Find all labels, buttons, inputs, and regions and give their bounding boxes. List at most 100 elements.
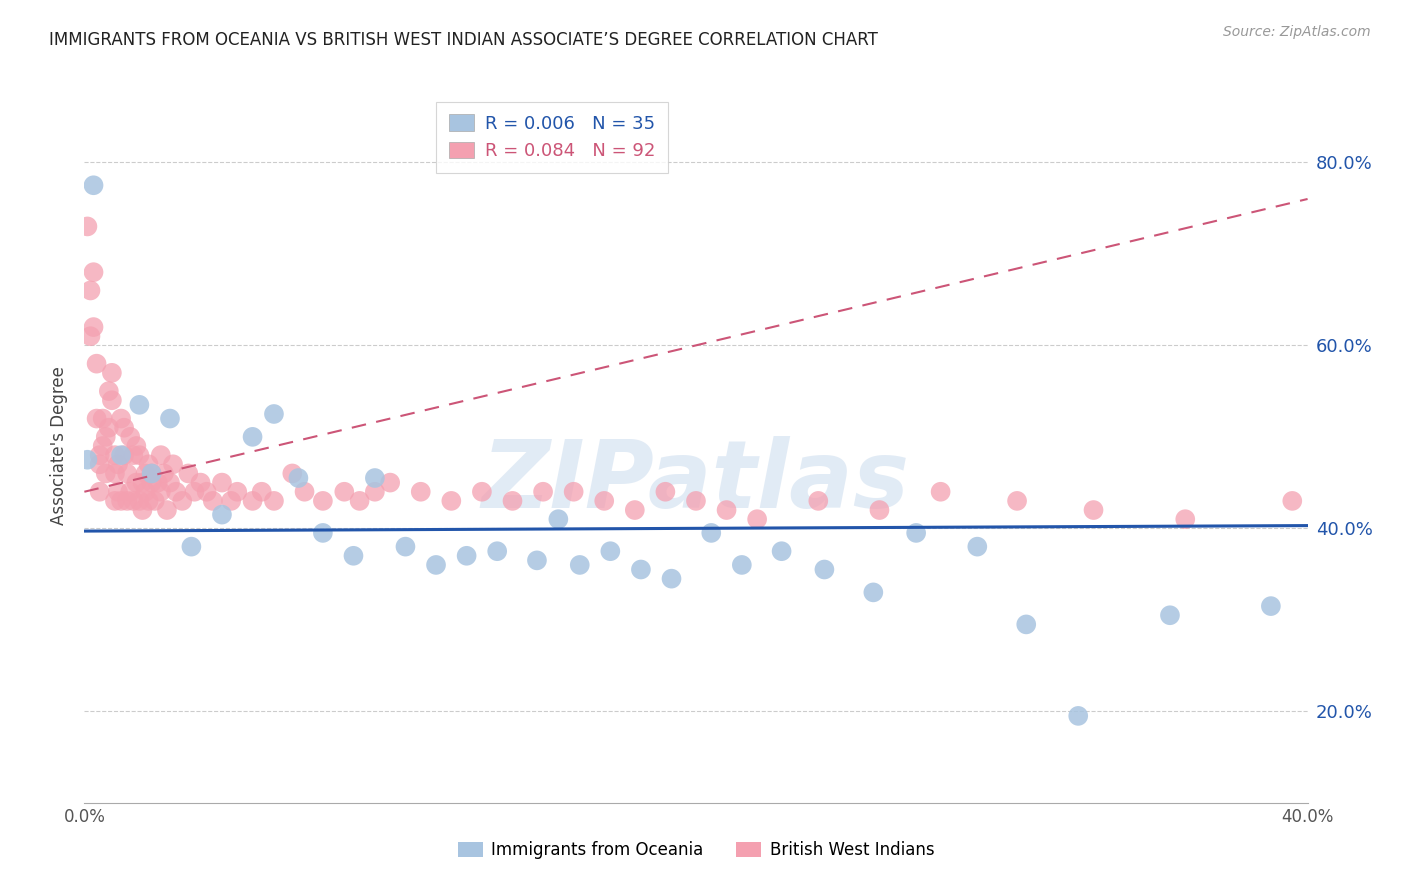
Point <box>226 484 249 499</box>
Point <box>716 503 738 517</box>
Point <box>700 525 723 540</box>
Point <box>685 494 707 508</box>
Point <box>91 411 114 425</box>
Point <box>172 494 194 508</box>
Point <box>190 475 212 490</box>
Point <box>180 540 202 554</box>
Point <box>135 467 157 481</box>
Point <box>747 512 769 526</box>
Point <box>120 430 142 444</box>
Point <box>79 329 101 343</box>
Point <box>287 471 309 485</box>
Point <box>813 562 835 576</box>
Point <box>138 458 160 472</box>
Point <box>115 467 138 481</box>
Point <box>110 411 132 425</box>
Point <box>562 484 585 499</box>
Point <box>104 467 127 481</box>
Point <box>86 357 108 371</box>
Point <box>94 430 117 444</box>
Point <box>219 494 242 508</box>
Point <box>294 484 316 499</box>
Point <box>165 484 187 499</box>
Point <box>159 411 181 425</box>
Point <box>1260 599 1282 613</box>
Point <box>1005 494 1028 508</box>
Point <box>394 540 416 554</box>
Point <box>486 544 509 558</box>
Y-axis label: Associate's Degree: Associate's Degree <box>51 367 69 525</box>
Point <box>112 448 135 462</box>
Point <box>115 494 138 508</box>
Point <box>177 467 200 481</box>
Point <box>143 494 166 508</box>
Point <box>156 503 179 517</box>
Point <box>364 484 387 499</box>
Point <box>104 494 127 508</box>
Point <box>97 420 120 434</box>
Point <box>91 439 114 453</box>
Point <box>104 448 127 462</box>
Text: IMMIGRANTS FROM OCEANIA VS BRITISH WEST INDIAN ASSOCIATE’S DEGREE CORRELATION CH: IMMIGRANTS FROM OCEANIA VS BRITISH WEST … <box>49 31 879 49</box>
Text: Source: ZipAtlas.com: Source: ZipAtlas.com <box>1223 25 1371 39</box>
Point <box>440 494 463 508</box>
Point <box>79 284 101 298</box>
Point <box>966 540 988 554</box>
Point <box>97 384 120 398</box>
Point <box>141 467 163 481</box>
Point <box>94 467 117 481</box>
Point <box>905 525 928 540</box>
Point <box>1159 608 1181 623</box>
Point <box>183 484 205 499</box>
Point <box>770 544 793 558</box>
Point <box>263 494 285 508</box>
Point <box>380 475 402 490</box>
Point <box>112 420 135 434</box>
Point <box>211 508 233 522</box>
Point <box>349 494 371 508</box>
Point <box>654 484 676 499</box>
Legend: Immigrants from Oceania, British West Indians: Immigrants from Oceania, British West In… <box>451 835 941 866</box>
Point <box>149 448 172 462</box>
Point <box>661 572 683 586</box>
Point <box>568 558 591 572</box>
Point <box>862 585 884 599</box>
Point <box>242 494 264 508</box>
Point <box>138 494 160 508</box>
Point <box>131 475 153 490</box>
Point <box>502 494 524 508</box>
Point <box>547 512 569 526</box>
Point <box>110 494 132 508</box>
Point <box>89 448 111 462</box>
Point <box>333 484 356 499</box>
Point <box>128 398 150 412</box>
Point <box>195 484 218 499</box>
Point <box>312 494 335 508</box>
Point <box>456 549 478 563</box>
Point <box>162 458 184 472</box>
Point <box>76 219 98 234</box>
Point <box>242 430 264 444</box>
Text: ZIPatlas: ZIPatlas <box>482 435 910 528</box>
Point <box>263 407 285 421</box>
Point <box>131 503 153 517</box>
Point <box>1067 709 1090 723</box>
Point <box>128 448 150 462</box>
Point <box>89 484 111 499</box>
Point <box>153 467 176 481</box>
Point <box>83 265 105 279</box>
Point <box>125 439 148 453</box>
Point <box>101 393 124 408</box>
Point <box>869 503 891 517</box>
Point <box>599 544 621 558</box>
Point <box>312 525 335 540</box>
Point <box>141 475 163 490</box>
Point <box>141 467 163 481</box>
Point <box>593 494 616 508</box>
Point <box>531 484 554 499</box>
Point <box>89 458 111 472</box>
Point <box>471 484 494 499</box>
Point <box>526 553 548 567</box>
Point <box>107 458 129 472</box>
Point <box>120 484 142 499</box>
